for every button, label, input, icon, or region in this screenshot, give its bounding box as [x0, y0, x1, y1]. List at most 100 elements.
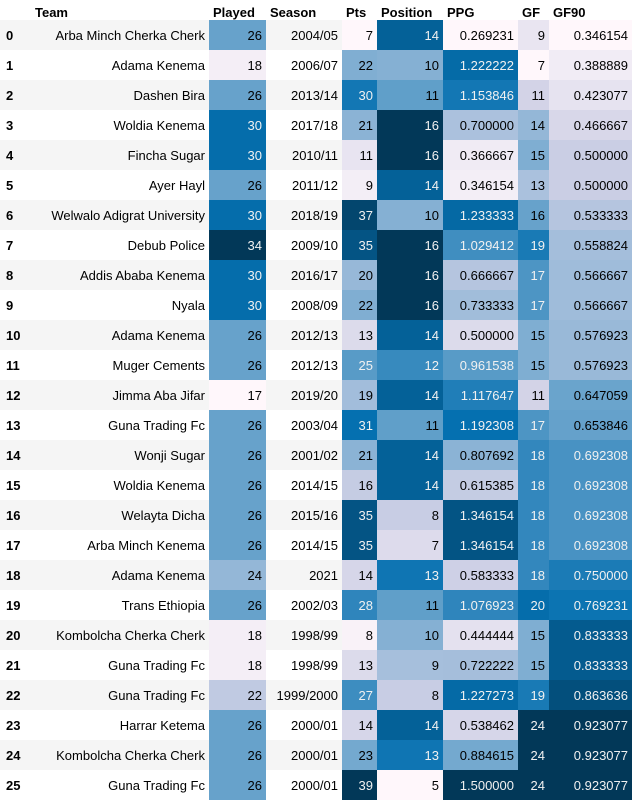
- table-row: 14 Wonji Sugar 26 2001/02 21 14 0.807692 18 0.69…: [0, 440, 632, 470]
- cell-ppg: 1.222222: [443, 50, 518, 80]
- column-header-played[interactable]: Played: [213, 5, 255, 20]
- cell-season: 2002/03: [266, 590, 342, 620]
- cell-idx: 17: [6, 537, 21, 553]
- cell-idx: 10: [0, 320, 31, 350]
- cell-played: 18: [209, 50, 266, 80]
- cell-gf: 16: [518, 200, 549, 230]
- cell-gf90: 0.692308: [549, 530, 632, 560]
- cell-team: Arba Minch Kenema: [31, 530, 209, 560]
- column-header-gf90[interactable]: GF90: [553, 5, 586, 20]
- cell-position: 12: [377, 350, 443, 380]
- table-row: 25 Guna Trading Fc 26 2000/01 39 5 1.500000 24 0…: [0, 770, 632, 800]
- cell-gf: 11: [518, 380, 549, 410]
- cell-gf90: 0.576923: [549, 350, 632, 380]
- cell-gf: 9: [518, 20, 549, 50]
- table-header: Team Played Season Pts Position PPG GF GF90: [0, 0, 632, 20]
- cell-position: 16: [377, 140, 443, 170]
- cell-idx: 12: [0, 380, 31, 410]
- cell-ppg: 0.722222: [443, 650, 518, 680]
- column-header-position[interactable]: Position: [381, 5, 433, 20]
- column-header-season[interactable]: Season: [270, 5, 317, 20]
- cell-gf90: 0.692308: [549, 470, 632, 500]
- column-header-gf[interactable]: GF: [522, 5, 541, 20]
- cell-gf90: 0.500000: [549, 140, 632, 170]
- column-header-pts[interactable]: Pts: [346, 5, 367, 20]
- cell-played: 26: [209, 500, 266, 530]
- table-row: 6 Welwalo Adigrat University 30 2018/19 37 10…: [0, 200, 632, 230]
- cell-gf90: 0.576923: [549, 320, 632, 350]
- cell-position: 14: [377, 440, 443, 470]
- cell-gf: 7: [518, 50, 549, 80]
- cell-gf90: 0.750000: [549, 560, 632, 590]
- cell-team: Woldia Kenema: [31, 470, 209, 500]
- cell-team: Adama Kenema: [31, 560, 209, 590]
- table-row: 15 Woldia Kenema 26 2014/15 16 14 0.615385 18 0.…: [0, 470, 632, 500]
- cell-position: 16: [377, 260, 443, 290]
- cell-pts: 8: [342, 620, 377, 650]
- cell-gf90: 0.346154: [549, 20, 632, 50]
- table-row: 8 Addis Ababa Kenema 30 2016/17 20 16 0.666667…: [0, 260, 632, 290]
- cell-played: 26: [209, 590, 266, 620]
- cell-gf90: 0.566667: [549, 290, 632, 320]
- cell-gf90: 0.692308: [549, 500, 632, 530]
- cell-idx: 3: [6, 117, 14, 133]
- cell-gf: 17: [518, 290, 549, 320]
- cell-played: 26: [209, 410, 266, 440]
- cell-gf90: 0.466667: [549, 110, 632, 140]
- cell-team: Guna Trading Fc: [31, 650, 209, 680]
- table-row: 12 Jimma Aba Jifar 17 2019/20 19 14 1.117647 11…: [0, 380, 632, 410]
- cell-played: 18: [209, 620, 266, 650]
- cell-idx: 18: [0, 560, 31, 590]
- cell-ppg: 0.500000: [443, 320, 518, 350]
- cell-season: 2001/02: [266, 440, 342, 470]
- cell-gf: 18: [518, 530, 549, 560]
- cell-played: 24: [209, 560, 266, 590]
- cell-ppg: 1.192308: [443, 410, 518, 440]
- cell-team: Welwalo Adigrat University: [31, 200, 209, 230]
- cell-ppg: 1.029412: [443, 230, 518, 260]
- cell-gf: 17: [518, 260, 549, 290]
- cell-pts: 35: [342, 500, 377, 530]
- column-header-ppg[interactable]: PPG: [447, 5, 475, 20]
- cell-played: 30: [209, 200, 266, 230]
- cell-position: 16: [377, 110, 443, 140]
- cell-season: 2012/13: [266, 320, 342, 350]
- cell-position: 14: [377, 320, 443, 350]
- cell-gf: 13: [518, 170, 549, 200]
- table-row: 17 Arba Minch Kenema 26 2014/15 35 7 1.346154 1…: [0, 530, 632, 560]
- cell-idx: 23: [6, 717, 21, 733]
- cell-team: Debub Police: [31, 230, 209, 260]
- cell-gf: 15: [518, 350, 549, 380]
- cell-pts: 14: [342, 710, 377, 740]
- cell-ppg: 0.366667: [443, 140, 518, 170]
- cell-team: Guna Trading Fc: [31, 770, 209, 800]
- cell-position: 14: [377, 170, 443, 200]
- column-header-index[interactable]: [0, 0, 31, 20]
- cell-season: 2016/17: [266, 260, 342, 290]
- cell-pts: 22: [342, 50, 377, 80]
- cell-season: 2000/01: [266, 740, 342, 770]
- cell-season: 2018/19: [266, 200, 342, 230]
- table-row: 11 Muger Cements 26 2012/13 25 12 0.961538 15 0.…: [0, 350, 632, 380]
- table-row: 21 Guna Trading Fc 18 1998/99 13 9 0.722222 15 0…: [0, 650, 632, 680]
- cell-team: Ayer Hayl: [31, 170, 209, 200]
- cell-gf90: 0.423077: [549, 80, 632, 110]
- cell-idx: 7: [6, 237, 14, 253]
- cell-team: Dashen Bira: [31, 80, 209, 110]
- cell-gf90: 0.566667: [549, 260, 632, 290]
- cell-gf90: 0.647059: [549, 380, 632, 410]
- cell-idx: 24: [0, 740, 31, 770]
- cell-pts: 21: [342, 440, 377, 470]
- cell-gf90: 0.923077: [549, 740, 632, 770]
- cell-season: 1998/99: [266, 650, 342, 680]
- cell-season: 2006/07: [266, 50, 342, 80]
- cell-played: 17: [209, 380, 266, 410]
- cell-idx: 22: [0, 680, 31, 710]
- column-header-team[interactable]: Team: [35, 5, 68, 20]
- cell-position: 11: [377, 80, 443, 110]
- cell-team: Adama Kenema: [31, 320, 209, 350]
- cell-ppg: 0.444444: [443, 620, 518, 650]
- cell-position: 11: [377, 410, 443, 440]
- cell-gf90: 0.833333: [549, 620, 632, 650]
- table-row: 20 Kombolcha Cherka Cherk 18 1998/99 8 10 0.44…: [0, 620, 632, 650]
